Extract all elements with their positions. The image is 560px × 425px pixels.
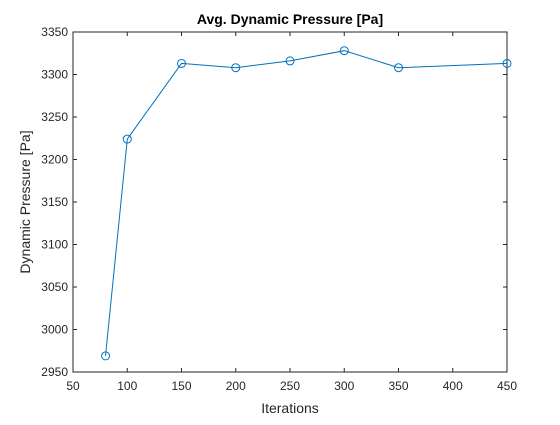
data-point xyxy=(285,56,295,66)
y-tick-label: 3250 xyxy=(41,110,68,124)
x-tick-label: 250 xyxy=(280,379,300,393)
series-line xyxy=(105,50,508,356)
data-point xyxy=(394,63,403,73)
x-tick-label: 200 xyxy=(226,379,246,393)
x-tick-label: 300 xyxy=(334,379,354,393)
x-tick-label: 400 xyxy=(443,379,463,393)
x-axis-ticks: 50 100 150 200 250 300 350 400 450 xyxy=(66,32,517,393)
data-point xyxy=(339,46,349,56)
y-tick-label: 3050 xyxy=(41,280,68,294)
y-tick-label: 3200 xyxy=(41,153,68,167)
data-point xyxy=(502,58,512,68)
y-tick-label: 3000 xyxy=(41,323,68,337)
y-axis-ticks: 2950 3000 3050 3100 3150 3200 3250 3300 3350 xyxy=(41,25,507,379)
y-tick-label: 3150 xyxy=(41,195,68,209)
x-tick-label: 450 xyxy=(497,379,517,393)
plot-area xyxy=(72,31,508,373)
data-point xyxy=(101,351,111,361)
x-tick-label: 100 xyxy=(117,379,137,393)
x-tick-label: 150 xyxy=(171,379,191,393)
x-tick-label: 50 xyxy=(66,379,80,393)
data-point xyxy=(122,134,132,144)
data-point xyxy=(177,58,186,68)
data-point xyxy=(231,63,241,73)
y-tick-label: 2950 xyxy=(41,365,68,379)
chart-title: Avg. Dynamic Pressure [Pa] xyxy=(197,11,383,27)
y-tick-label: 3100 xyxy=(41,238,68,252)
y-axis-label: Dynamic Pressure [Pa] xyxy=(17,130,33,273)
y-tick-label: 3300 xyxy=(41,68,68,82)
y-tick-label: 3350 xyxy=(41,25,68,39)
x-tick-label: 350 xyxy=(388,379,408,393)
series-layer xyxy=(101,46,512,361)
x-axis-label: Iterations xyxy=(261,400,319,416)
